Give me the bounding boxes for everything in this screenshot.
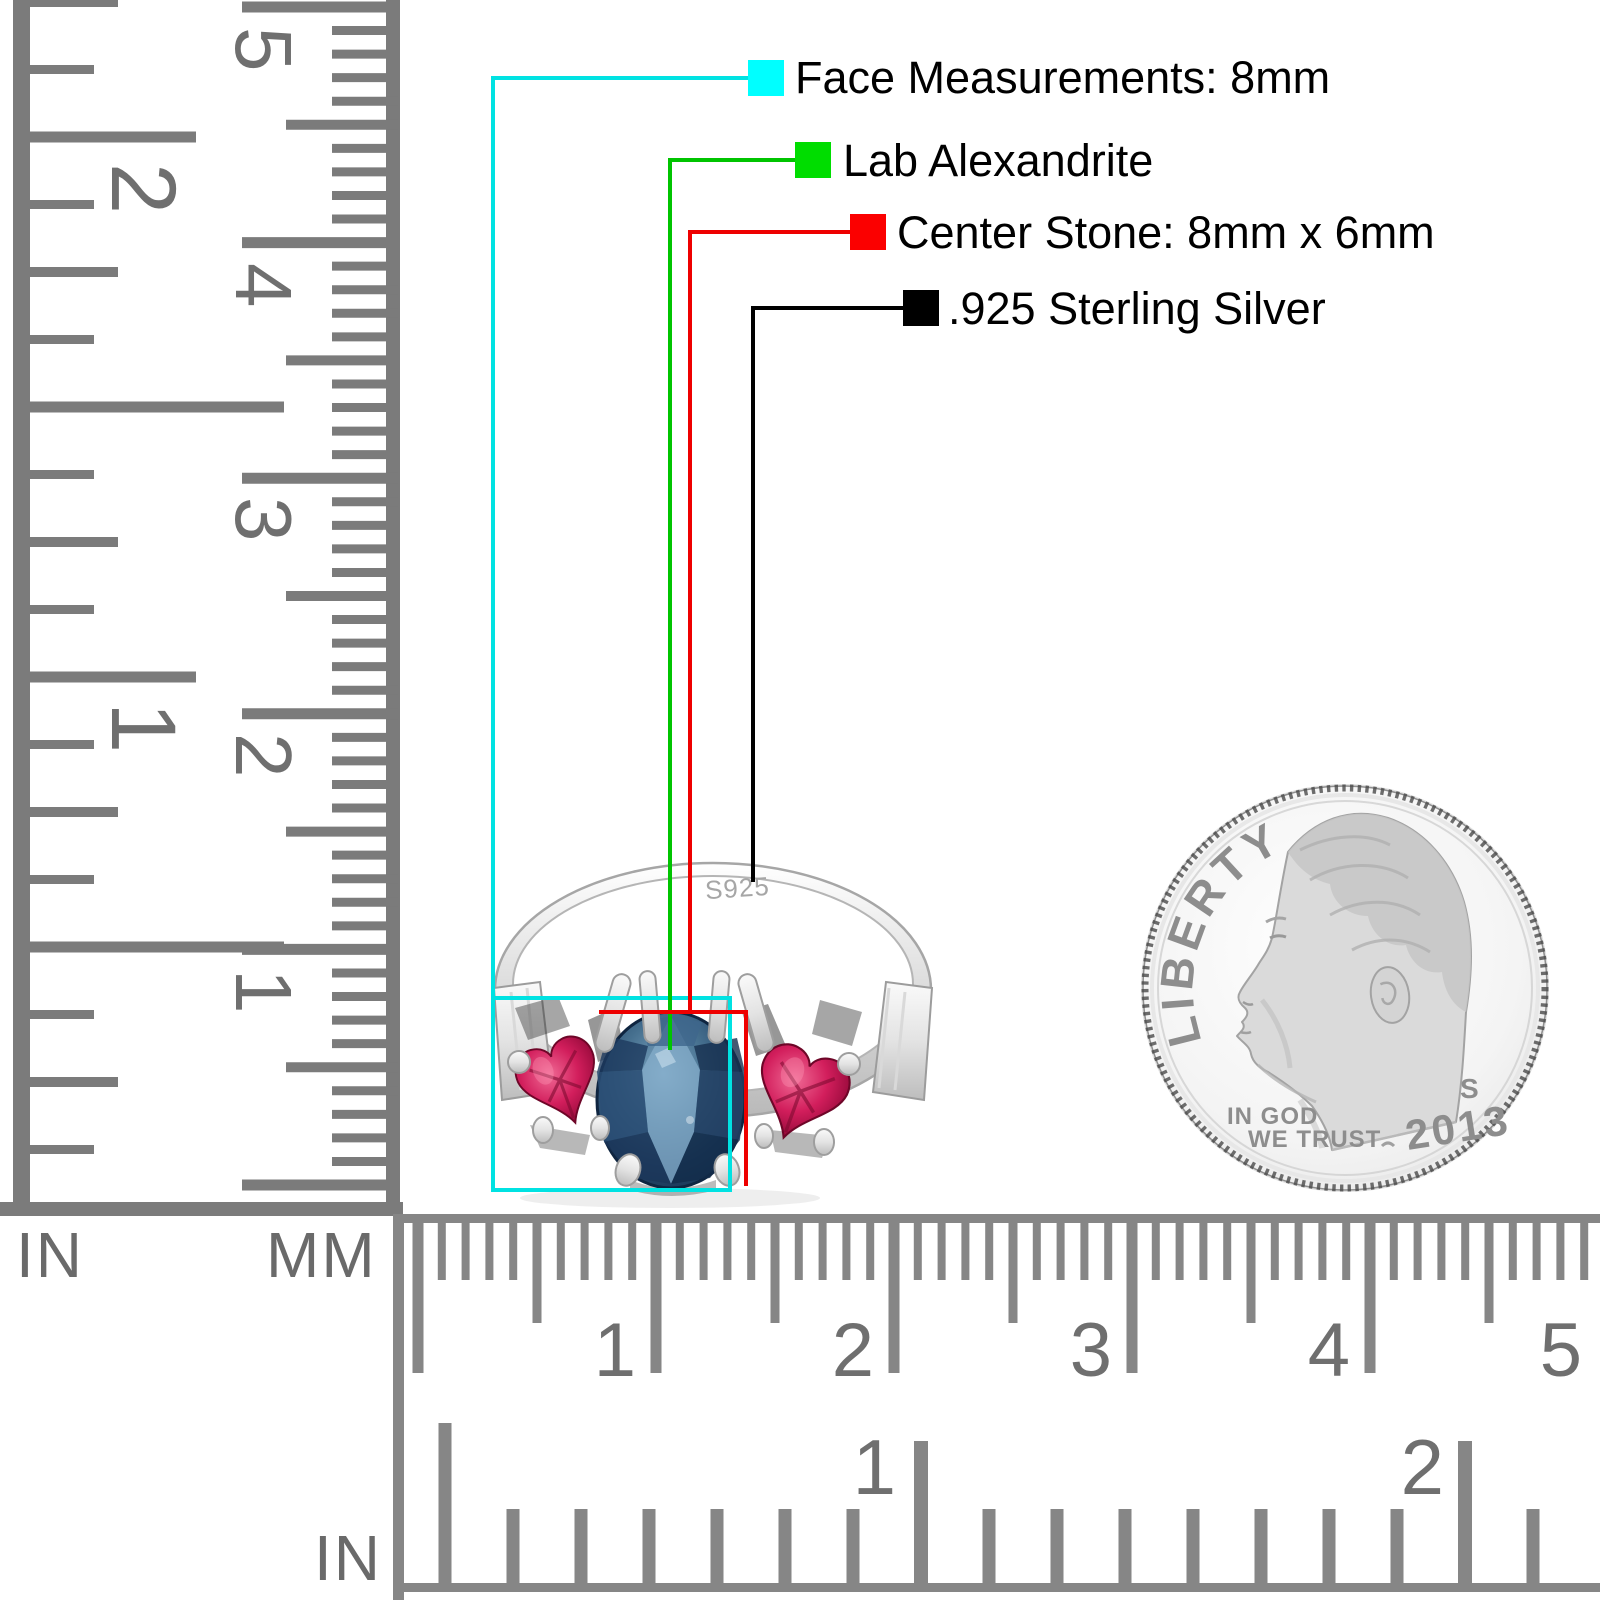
bottom-cm-1: 1 <box>594 1308 636 1393</box>
sterling-silver-label: .925 Sterling Silver <box>948 283 1326 334</box>
callout-legend: Face Measurements: 8mm Lab Alexandrite C… <box>748 52 1435 334</box>
bottom-inch-ticks <box>438 1423 1540 1583</box>
sterling-silver-line <box>751 306 903 882</box>
side-stone-left <box>514 1035 595 1125</box>
bottom-inch-unit-label: IN <box>314 1522 382 1594</box>
side-stone-right <box>760 1043 851 1140</box>
bottom-inch-1: 1 <box>853 1423 896 1511</box>
bottom-cm-3: 3 <box>1070 1308 1112 1393</box>
callout-lines <box>491 76 903 1192</box>
coin-rim-line <box>1157 800 1533 1176</box>
left-inch-unit-label: IN <box>16 1219 84 1291</box>
bottom-cm-5: 5 <box>1540 1308 1582 1393</box>
lab-alexandrite-swatch <box>795 142 831 178</box>
mm-number-2: 2 <box>219 733 308 778</box>
left-inch-ruler-edge <box>13 0 30 1213</box>
coin-motto-line1: IN GOD <box>1227 1103 1318 1130</box>
lab-alexandrite-label: Lab Alexandrite <box>843 135 1153 186</box>
left-mm-ruler-ticks <box>242 1 398 1191</box>
bottom-mm-ticks <box>412 1223 1589 1373</box>
face-measurement-swatch <box>748 60 784 96</box>
ring-engraving: S925 <box>704 871 771 905</box>
roosevelt-portrait <box>1236 812 1472 1152</box>
sterling-silver-swatch <box>903 290 939 326</box>
shank-right-highlight <box>877 987 907 1091</box>
mm-number-3: 3 <box>219 497 308 542</box>
ring-shadow <box>520 1188 820 1208</box>
face-measurement-label: Face Measurements: 8mm <box>795 52 1330 103</box>
coin-designer-mark <box>1380 1141 1396 1148</box>
center-stone-label: Center Stone: 8mm x 6mm <box>897 207 1435 258</box>
bottom-ruler-top-edge <box>393 1214 1600 1223</box>
coin-reeded-edge <box>1141 784 1549 1192</box>
left-mm-unit-label: MM <box>266 1219 377 1291</box>
bottom-inch-2: 2 <box>1401 1423 1444 1511</box>
left-inch-ruler: 2 1 <box>13 0 284 1213</box>
ring-photo: S925 <box>492 861 934 1208</box>
inch-number-2: 2 <box>92 163 194 214</box>
lab-alexandrite-line <box>668 158 795 1050</box>
center-stone-line <box>688 230 850 1011</box>
coin-motto-line2: WE TRUST <box>1248 1126 1381 1153</box>
left-mm-ruler-edge <box>386 0 400 1213</box>
dime-coin: LIBERTY IN GOD WE TRUST S 2013 <box>1141 784 1549 1192</box>
shank-right <box>871 980 934 1102</box>
corner-ruler-bottom-bar <box>0 1202 403 1216</box>
mm-number-1: 1 <box>219 969 308 1014</box>
bottom-ruler-bottom-edge <box>393 1583 1600 1592</box>
bottom-ruler-left-edge <box>393 1214 404 1600</box>
center-stone-swatch <box>850 214 886 250</box>
left-mm-ruler: 5 4 3 2 1 <box>219 0 400 1213</box>
coin-mint-mark: S <box>1460 1073 1479 1104</box>
inch-number-1: 1 <box>92 702 194 753</box>
mm-number-4: 4 <box>219 263 308 308</box>
left-inch-ruler-ticks <box>30 0 284 1154</box>
coin-rim-highlight <box>1150 793 1540 1183</box>
bottom-ruler: 1 2 3 4 5 1 2 IN <box>314 1214 1600 1600</box>
bottom-cm-4: 4 <box>1308 1308 1350 1393</box>
mm-number-5: 5 <box>219 27 308 72</box>
bottom-cm-2: 2 <box>832 1308 874 1393</box>
center-stone-dimension-line <box>599 1010 748 1186</box>
